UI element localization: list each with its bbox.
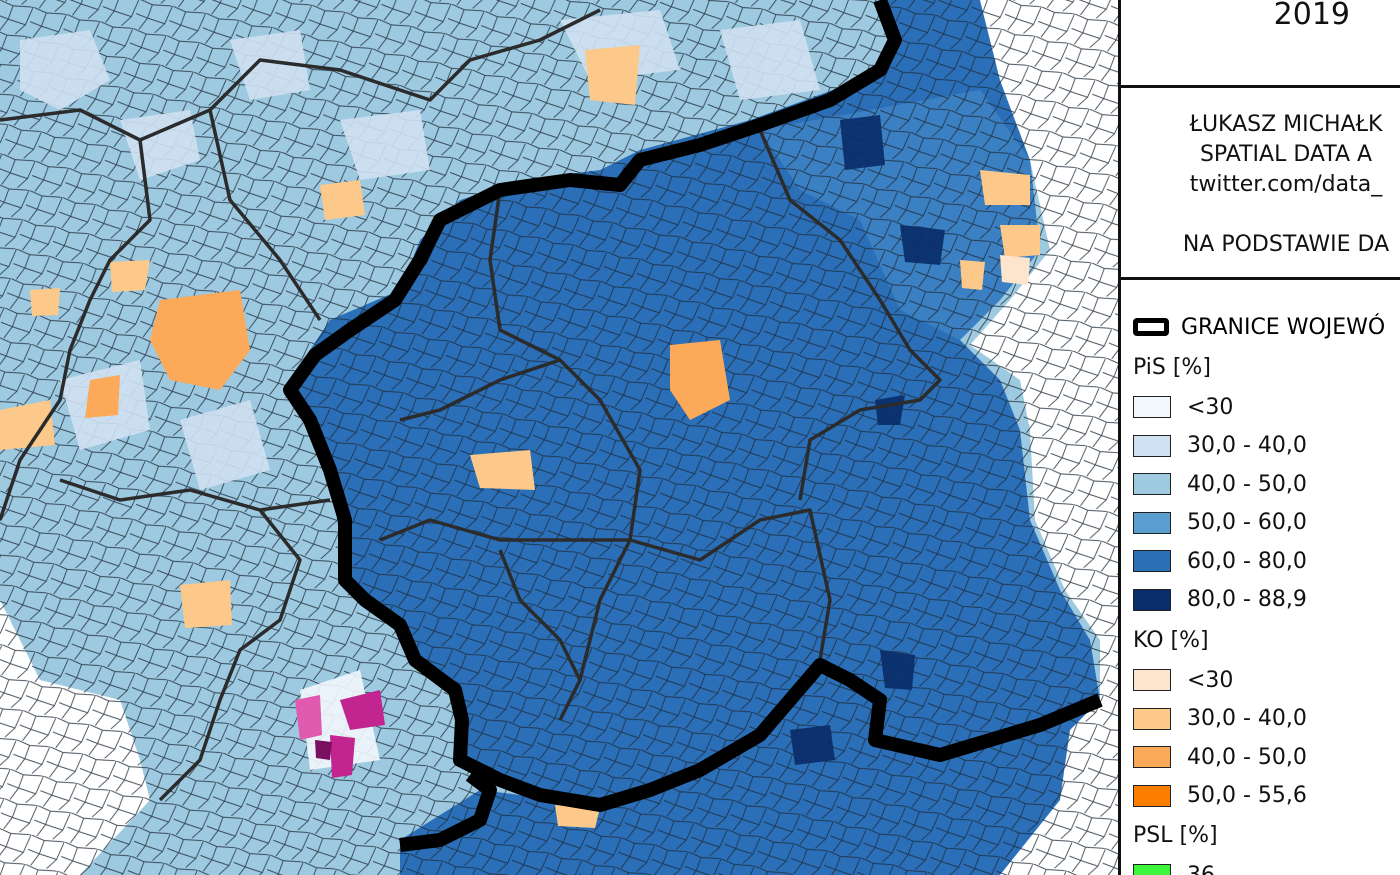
legend-item-label: 50,0 - 55,6	[1187, 783, 1307, 808]
legend-border-item: GRANICE WOJEWÓ	[1133, 312, 1385, 342]
legend-swatch	[1133, 746, 1171, 768]
legend-item: 60,0 - 80,0	[1133, 547, 1307, 575]
legend-swatch	[1133, 784, 1171, 807]
legend-group-title: KO [%]	[1133, 628, 1209, 653]
divider-top	[1121, 85, 1400, 88]
legend-item-label: 50,0 - 60,0	[1187, 510, 1307, 535]
map-svg	[0, 0, 1118, 875]
highlighted-voivodeship-border-west	[399, 769, 497, 852]
legend-swatch	[1133, 669, 1171, 691]
legend-swatch	[1133, 396, 1171, 418]
legend-item: 40,0 - 50,0	[1133, 470, 1307, 498]
legend-panel: 2019 ŁUKASZ MICHAŁK SPATIAL DATA A twitt…	[1118, 0, 1400, 875]
choropleth-map[interactable]	[0, 0, 1118, 875]
legend-swatch	[1133, 864, 1171, 875]
legend-item: 50,0 - 55,6	[1133, 782, 1307, 810]
legend-item-label: 40,0 - 50,0	[1187, 471, 1307, 497]
legend-item: 80,0 - 88,9	[1133, 586, 1307, 614]
credit-link[interactable]: twitter.com/data_	[1189, 172, 1383, 197]
voivodeship-internal-borders	[0, 8, 942, 802]
legend-item-label: 36	[1187, 862, 1215, 875]
ko-patches	[0, 45, 1040, 828]
legend-swatch	[1133, 511, 1171, 534]
highlighted-voivodeship-border	[283, 0, 1103, 812]
legend-swatch	[1133, 707, 1171, 730]
pis-dark-patches	[790, 115, 945, 765]
legend-item: 50,0 - 60,0	[1133, 509, 1307, 537]
legend-item-label: 80,0 - 88,9	[1187, 587, 1307, 612]
legend-item-label: 30,0 - 40,0	[1187, 706, 1307, 731]
legend-swatch	[1133, 588, 1171, 611]
legend-item: 30,0 - 40,0	[1133, 705, 1307, 733]
legend-item: <30	[1133, 393, 1233, 421]
legend-swatch	[1133, 473, 1171, 495]
legend-swatch	[1133, 434, 1171, 457]
credit-source: NA PODSTAWIE DA	[1182, 232, 1390, 257]
legend-item: <30	[1133, 666, 1233, 694]
legend-item-label: 60,0 - 80,0	[1187, 548, 1307, 574]
credit-line-2: SPATIAL DATA A	[1199, 142, 1373, 167]
credit-line-1: ŁUKASZ MICHAŁK	[1189, 112, 1383, 137]
border-swatch	[1133, 318, 1169, 336]
legend-item: 36	[1133, 861, 1215, 875]
legend-item-label: <30	[1187, 667, 1234, 693]
divider-middle	[1121, 277, 1400, 280]
ko-magenta-cluster	[295, 690, 385, 778]
legend-item: 40,0 - 50,0	[1133, 743, 1307, 771]
legend-group-title: PSL [%]	[1133, 823, 1218, 848]
legend-group-title: PiS [%]	[1133, 355, 1211, 380]
legend-item-label: 30,0 - 40,0	[1187, 433, 1307, 458]
legend-item-label: <30	[1187, 394, 1234, 420]
legend-item-label: 40,0 - 50,0	[1187, 744, 1307, 770]
border-legend-label: GRANICE WOJEWÓ	[1181, 314, 1386, 340]
legend-item: 30,0 - 40,0	[1133, 432, 1307, 460]
legend-swatch	[1133, 550, 1171, 572]
year-title: 2019	[1273, 0, 1350, 32]
pis-light-patches	[20, 10, 820, 770]
